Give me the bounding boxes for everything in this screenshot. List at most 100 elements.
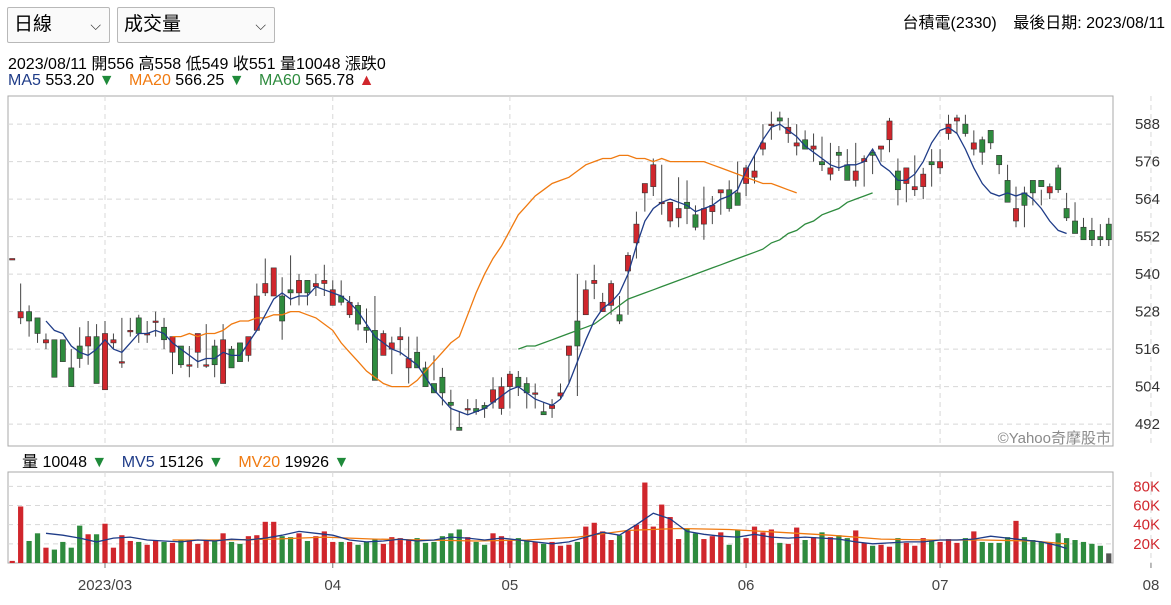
candle-body — [270, 267, 277, 297]
volume-bar — [810, 537, 817, 563]
x-tick-label: 04 — [324, 577, 341, 594]
volume-bar — [515, 538, 521, 563]
candle-body — [954, 117, 960, 122]
ma20-value: 566.25 — [175, 72, 225, 89]
candle-body — [372, 330, 378, 381]
volume-bar — [271, 521, 277, 563]
price-tick-label: 576 — [1135, 154, 1160, 171]
ma5-value: 553.20 — [45, 72, 95, 89]
volume-bar — [583, 526, 589, 563]
candle-body — [540, 411, 547, 416]
volume-bar — [228, 541, 235, 563]
candle-body — [937, 161, 943, 169]
candle-body — [574, 320, 581, 347]
volume-bar — [18, 506, 24, 563]
candle-body — [34, 317, 41, 334]
watermark: ©Yahoo奇摩股市 — [997, 430, 1111, 447]
candle-body — [211, 345, 218, 366]
volume-bar — [600, 531, 606, 563]
candle-body — [431, 383, 437, 394]
vol-label: 量 — [22, 454, 39, 471]
candle-body — [675, 208, 682, 219]
candle-body — [566, 345, 572, 356]
volume-bar — [262, 521, 268, 563]
volume-bar — [794, 527, 800, 563]
volume-bar — [566, 544, 572, 563]
candle-body — [726, 189, 733, 209]
volume-bar — [659, 504, 665, 563]
ma20-line — [172, 154, 797, 388]
candle-body — [996, 155, 1003, 166]
volume-bar — [667, 517, 673, 563]
volume-bar — [481, 544, 488, 563]
volume-bar — [718, 532, 724, 563]
price-tick-label: 504 — [1135, 379, 1160, 396]
candle-body — [819, 161, 825, 166]
volume-bar — [608, 540, 614, 563]
period-select[interactable]: 日線 ⌵ — [7, 7, 110, 43]
volume-bar — [26, 540, 32, 563]
x-tick-label: 05 — [502, 577, 519, 594]
volume-bar — [1106, 553, 1112, 563]
candle-body — [532, 392, 539, 395]
volume-bar — [886, 546, 893, 563]
volume-bar — [684, 528, 690, 563]
volume-bar — [1013, 520, 1019, 563]
candle-body — [152, 320, 159, 323]
candle-body — [110, 339, 117, 344]
volume-bar — [254, 535, 260, 563]
volume-bar — [1047, 542, 1053, 563]
volume-bar — [785, 543, 791, 563]
volume-bar — [330, 541, 336, 563]
volume-bar — [962, 538, 969, 563]
stock-name: 台積電(2330) — [902, 15, 997, 32]
volume-bar — [51, 549, 58, 563]
volume-bar — [1097, 545, 1103, 563]
candle-body — [650, 164, 657, 187]
volume-bar — [1089, 543, 1095, 563]
candle-body — [186, 364, 193, 367]
candle-body — [878, 145, 884, 150]
candle-body — [776, 117, 783, 122]
volume-bar — [709, 536, 715, 563]
ma60-label: MA60 — [258, 72, 301, 89]
ma5-label: MA5 — [8, 72, 41, 89]
candle-body — [43, 339, 49, 344]
volume-bar — [406, 540, 412, 563]
volume-bar — [1021, 537, 1028, 563]
candle-body — [17, 311, 24, 319]
price-tick-label: 588 — [1135, 116, 1160, 133]
volume-bar — [726, 544, 732, 563]
candle-body — [608, 283, 615, 306]
candle-body — [329, 289, 336, 306]
volume-bar — [245, 536, 252, 563]
volume-bar — [456, 529, 462, 563]
mv20-label: MV20 — [238, 454, 281, 471]
volume-bar — [675, 539, 682, 563]
volume-bar — [878, 544, 884, 563]
candle-body — [1046, 186, 1053, 194]
volume-bar — [144, 544, 150, 563]
volume-bar — [616, 535, 623, 563]
ma20-arrow: ▼ — [228, 72, 245, 89]
volume-bar — [473, 541, 479, 563]
ma-legend: MA5 553.20 ▼ MA20 566.25 ▼ MA60 565.78 ▲ — [8, 72, 374, 90]
candle-body — [700, 208, 707, 225]
volume-legend: 量 10048 ▼ MV5 15126 ▼ MV20 19926 ▼ — [22, 448, 349, 472]
volume-bar — [549, 541, 555, 563]
ohlc-change: 漲跌0 — [344, 56, 386, 73]
volume-bar — [1038, 541, 1044, 563]
volume-bar — [161, 541, 167, 563]
volume-bar — [743, 538, 749, 563]
volume-bar — [439, 536, 446, 563]
volume-bar — [541, 543, 547, 563]
mv5-arrow: ▼ — [208, 454, 224, 471]
volume-bar — [937, 541, 943, 563]
candle-body — [802, 139, 809, 150]
candle-body — [760, 142, 766, 150]
indicator-select[interactable]: 成交量 ⌵ — [117, 7, 275, 43]
volume-tick-label: 80K — [1133, 478, 1160, 495]
candle-body — [852, 170, 859, 181]
candle-body — [515, 376, 522, 387]
